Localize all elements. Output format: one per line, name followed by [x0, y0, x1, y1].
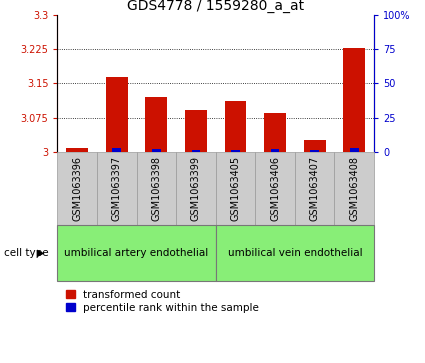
Text: GSM1063396: GSM1063396 — [72, 156, 82, 221]
Bar — [255, 152, 295, 225]
Legend: transformed count, percentile rank within the sample: transformed count, percentile rank withi… — [62, 286, 262, 316]
Bar — [57, 152, 97, 225]
Bar — [192, 150, 200, 152]
Text: cell type: cell type — [4, 248, 49, 258]
Text: GSM1063407: GSM1063407 — [310, 156, 320, 221]
Text: GSM1063408: GSM1063408 — [349, 156, 359, 221]
Bar — [224, 101, 246, 152]
Text: GSM1063405: GSM1063405 — [230, 156, 241, 221]
Text: GSM1063398: GSM1063398 — [151, 156, 162, 221]
Bar — [106, 77, 128, 152]
Bar — [304, 140, 326, 152]
Title: GDS4778 / 1559280_a_at: GDS4778 / 1559280_a_at — [127, 0, 304, 13]
Bar — [271, 149, 279, 152]
Bar — [145, 97, 167, 152]
Bar — [57, 225, 215, 281]
Bar — [343, 48, 365, 152]
Text: umbilical artery endothelial: umbilical artery endothelial — [65, 248, 209, 258]
Bar — [334, 152, 374, 225]
Text: GSM1063399: GSM1063399 — [191, 156, 201, 221]
Bar — [176, 152, 215, 225]
Bar — [350, 148, 359, 152]
Bar — [97, 152, 136, 225]
Bar — [112, 148, 121, 152]
Bar — [310, 150, 319, 152]
Bar — [136, 152, 176, 225]
Bar — [215, 152, 255, 225]
Bar — [152, 149, 161, 152]
Text: GSM1063397: GSM1063397 — [112, 156, 122, 221]
Text: ▶: ▶ — [37, 248, 45, 258]
Bar — [185, 110, 207, 152]
Text: GSM1063406: GSM1063406 — [270, 156, 280, 221]
Bar — [215, 225, 374, 281]
Bar — [66, 148, 88, 152]
Text: umbilical vein endothelial: umbilical vein endothelial — [227, 248, 362, 258]
Bar — [264, 113, 286, 152]
Bar — [231, 150, 240, 152]
Bar — [295, 152, 334, 225]
